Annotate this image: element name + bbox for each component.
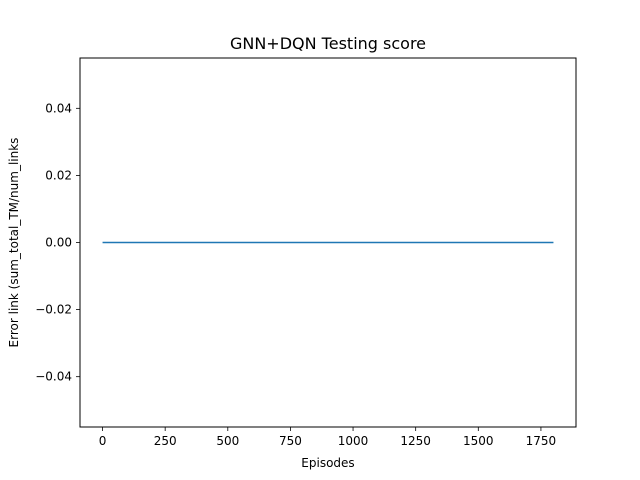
y-tick-label: 0.02: [45, 168, 72, 182]
x-tick-label: 250: [154, 434, 177, 448]
y-tick-label: 0.04: [45, 101, 72, 115]
y-tick-label: −0.02: [35, 303, 72, 317]
x-axis-label: Episodes: [301, 456, 354, 470]
x-tick-label: 0: [99, 434, 107, 448]
y-tick-label: 0.00: [45, 236, 72, 250]
y-axis-label: Error link (sum_total_TM/num_links: [7, 138, 21, 348]
chart-title: GNN+DQN Testing score: [230, 34, 426, 53]
x-tick-label: 750: [279, 434, 302, 448]
axes-frame: [79, 57, 577, 428]
x-tick-label: 1250: [400, 434, 431, 448]
x-tick-label: 500: [216, 434, 239, 448]
x-tick-label: 1500: [463, 434, 494, 448]
x-tick-label: 1000: [338, 434, 369, 448]
x-tick-label: 1750: [526, 434, 557, 448]
y-tick-label: −0.04: [35, 370, 72, 384]
x-axis-ticks: 0 250 500 750 1000 1250 1500 1750: [99, 427, 556, 448]
y-axis-ticks: −0.04 −0.02 0.00 0.02 0.04: [35, 101, 80, 384]
